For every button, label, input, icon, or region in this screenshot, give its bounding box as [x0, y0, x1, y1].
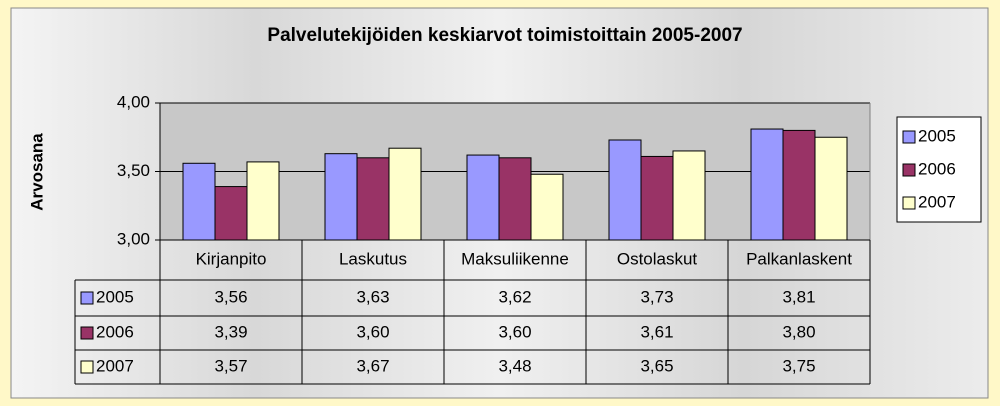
bar	[498, 157, 532, 241]
bar	[608, 139, 642, 241]
table-value: 3,63	[356, 287, 389, 306]
y-tick-label: 4,00	[117, 92, 150, 111]
table-legend-key	[80, 360, 94, 374]
bar	[466, 154, 500, 241]
legend-label: 2005	[918, 126, 956, 145]
legend-key	[902, 196, 916, 210]
y-tick-label: 3,00	[117, 229, 150, 248]
table-value: 3,67	[356, 356, 389, 375]
legend-key	[902, 163, 916, 177]
table-value: 3,56	[214, 287, 247, 306]
y-tick-label: 3,50	[117, 161, 150, 180]
bar	[246, 161, 280, 241]
table-series-name: 2006	[96, 322, 134, 341]
legend-label: 2006	[918, 159, 956, 178]
bar	[530, 173, 564, 241]
table-value: 3,80	[782, 322, 815, 341]
table-series-name: 2007	[96, 356, 134, 375]
bar	[782, 129, 816, 241]
bar	[672, 150, 706, 241]
table-value: 3,73	[640, 287, 673, 306]
chart-title: Palvelutekijöiden keskiarvot toimistoitt…	[267, 25, 742, 46]
x-tick-label: Kirjanpito	[196, 249, 267, 268]
table-value: 3,60	[356, 322, 389, 341]
x-tick-label: Maksuliikenne	[461, 249, 569, 268]
bar	[356, 157, 390, 241]
bar	[214, 186, 248, 241]
x-tick-label: Laskutus	[339, 249, 407, 268]
table-value: 3,57	[214, 356, 247, 375]
table-legend-key	[80, 326, 94, 340]
table-value: 3,61	[640, 322, 673, 341]
table-value: 3,39	[214, 322, 247, 341]
table-series-name: 2005	[96, 287, 134, 306]
table-value: 3,62	[498, 287, 531, 306]
table-value: 3,60	[498, 322, 531, 341]
table-value: 3,81	[782, 287, 815, 306]
x-tick-label: Palkanlaskent	[746, 249, 852, 268]
bar	[640, 155, 674, 241]
bar	[814, 136, 848, 241]
table-value: 3,48	[498, 356, 531, 375]
bar	[182, 162, 216, 241]
bar	[324, 153, 358, 241]
y-axis-title: Arvosana	[27, 133, 46, 211]
table-legend-key	[80, 291, 94, 305]
legend-key	[902, 130, 916, 144]
table-value: 3,75	[782, 356, 815, 375]
bar	[388, 147, 422, 241]
legend-label: 2007	[918, 192, 956, 211]
bar	[750, 128, 784, 241]
x-tick-label: Ostolaskut	[617, 249, 698, 268]
table-value: 3,65	[640, 356, 673, 375]
